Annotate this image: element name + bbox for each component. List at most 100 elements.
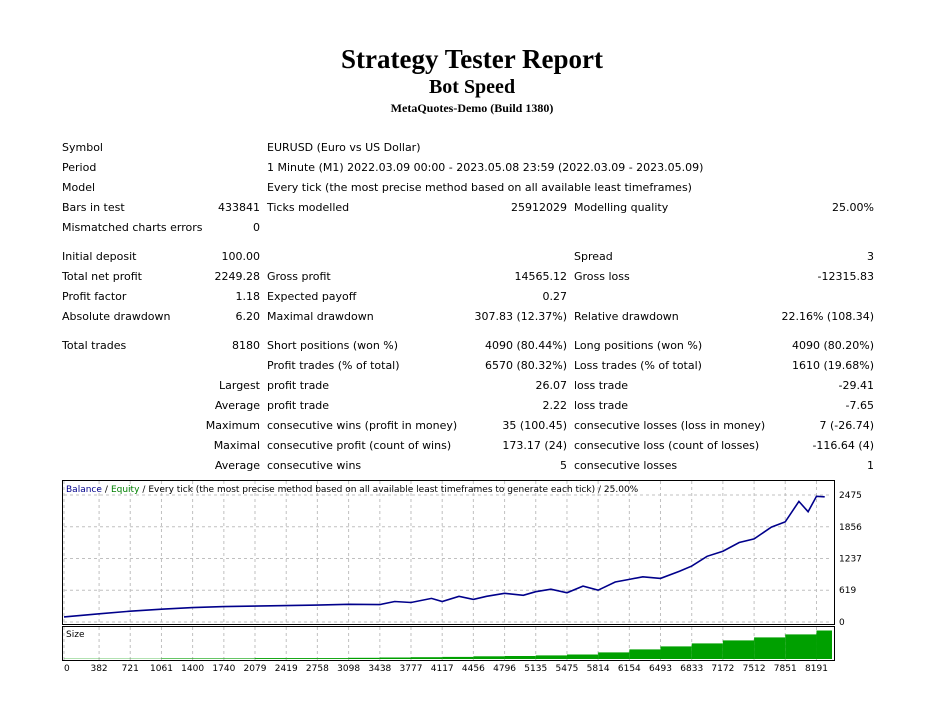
x-tick-label: 1061 — [150, 664, 173, 674]
x-tick-label: 4117 — [431, 664, 454, 674]
ticks-label: Ticks modelled — [267, 201, 350, 214]
x-tick-label: 3098 — [337, 664, 360, 674]
x-tick-label: 721 — [122, 664, 139, 674]
average-profit-label: profit trade — [267, 399, 330, 412]
y-tick-label: 1237 — [839, 555, 862, 565]
gross-loss-value: -12315.83 — [817, 270, 874, 283]
gross-profit-label: Gross profit — [267, 270, 331, 283]
maximal-label: Maximal — [213, 439, 260, 452]
size-bar — [223, 658, 255, 659]
x-tick-label: 5475 — [556, 664, 579, 674]
x-tick-label: 1740 — [212, 664, 235, 674]
balance-chart-frame — [62, 480, 835, 625]
spread-label: Spread — [574, 250, 613, 263]
x-tick-label: 5135 — [524, 664, 547, 674]
x-axis-ticks: 0 382 721 1061 1400 1740 2079 2419 2758 3098 3438 3… — [64, 664, 828, 674]
x-tick-label: 2758 — [306, 664, 329, 674]
average-profit-value: 2.22 — [542, 399, 568, 412]
balance-series-line — [63, 495, 825, 618]
model-value: Every tick (the most precise method base… — [267, 181, 692, 194]
maximal-cons-profit-label: consecutive profit (count of wins) — [267, 439, 452, 452]
size-bars — [64, 630, 832, 659]
size-bar — [442, 656, 474, 659]
short-positions-label: Short positions (won %) — [267, 339, 399, 352]
profit-trades-label: Profit trades (% of total) — [267, 359, 400, 372]
size-bar — [535, 655, 567, 659]
loss-trades-label: Loss trades (% of total) — [574, 359, 702, 372]
average-loss-value: -7.65 — [845, 399, 874, 412]
size-bar — [348, 657, 380, 659]
mismatch-label: Mismatched charts errors — [62, 221, 203, 234]
profit-trades-value: 6570 (80.32%) — [484, 359, 567, 372]
short-positions-value: 4090 (80.44%) — [484, 339, 567, 352]
total-trades-label: Total trades — [62, 339, 127, 352]
largest-label: Largest — [219, 379, 260, 392]
x-tick-label: 4796 — [493, 664, 516, 674]
abs-drawdown-label: Absolute drawdown — [62, 310, 171, 323]
quality-label: Modelling quality — [574, 201, 669, 214]
size-bar — [785, 634, 817, 659]
gross-loss-label: Gross loss — [574, 270, 630, 283]
balance-grid — [63, 481, 832, 624]
size-chart-frame — [62, 626, 835, 661]
max-cons-wins-value: 35 (100.45) — [502, 419, 567, 432]
average-label: Average — [214, 399, 260, 412]
spread-value: 3 — [867, 250, 874, 263]
x-tick-label: 2079 — [244, 664, 267, 674]
size-bar — [161, 658, 193, 659]
size-bar — [754, 637, 786, 659]
bars-label: Bars in test — [62, 201, 125, 214]
avg-cons-wins-value: 5 — [560, 459, 567, 472]
profit-factor-label: Profit factor — [62, 290, 127, 303]
max-drawdown-value: 307.83 (12.37%) — [474, 310, 567, 323]
size-bar — [660, 646, 692, 659]
size-chart-title: Size — [66, 630, 85, 640]
max-cons-wins-label: consecutive wins (profit in money) — [267, 419, 458, 432]
symbol-label: Symbol — [62, 141, 103, 154]
expected-payoff-label: Expected payoff — [267, 290, 357, 303]
balance-y-ticks: 2475 1856 1237 619 0 — [839, 491, 862, 628]
maximum-label: Maximum — [205, 419, 260, 432]
loss-trades-value: 1610 (19.68%) — [791, 359, 874, 372]
size-bar — [566, 654, 599, 659]
size-bar — [410, 657, 443, 659]
svg-text:Balance/Equity/ Every tick (th: Balance / Equity / Every tick (the most pre… — [66, 485, 639, 495]
net-profit-label: Total net profit — [62, 270, 142, 283]
maximal-cons-loss-value: -116.64 (4) — [812, 439, 874, 452]
report-title: Strategy Tester Report — [341, 44, 603, 74]
report-server: MetaQuotes-Demo (Build 1380) — [390, 101, 554, 115]
size-bar — [691, 643, 723, 659]
x-tick-label: 0 — [64, 664, 70, 674]
size-bar — [286, 658, 318, 659]
size-bar — [317, 658, 349, 659]
x-tick-label: 7512 — [743, 664, 766, 674]
largest-profit-value: 26.07 — [535, 379, 568, 392]
model-label: Model — [62, 181, 96, 194]
size-bar — [254, 658, 287, 659]
size-bar — [379, 657, 411, 659]
size-bar — [816, 630, 832, 659]
symbol-value: EURUSD (Euro vs US Dollar) — [267, 141, 421, 154]
size-grid — [63, 627, 817, 660]
x-tick-label: 2419 — [275, 664, 298, 674]
largest-loss-label: loss trade — [574, 379, 629, 392]
abs-drawdown-value: 6.20 — [235, 310, 261, 323]
total-trades-value: 8180 — [232, 339, 260, 352]
period-label: Period — [62, 161, 97, 174]
initial-deposit-value: 100.00 — [221, 250, 261, 263]
x-tick-label: 1400 — [181, 664, 204, 674]
size-bar — [598, 652, 630, 659]
mismatch-value: 0 — [253, 221, 260, 234]
average-loss-label: loss trade — [574, 399, 629, 412]
avg-cons-wins-label: consecutive wins — [267, 459, 362, 472]
rel-drawdown-label: Relative drawdown — [574, 310, 679, 323]
y-tick-label: 2475 — [839, 491, 862, 501]
largest-loss-value: -29.41 — [838, 379, 874, 392]
size-bar — [192, 658, 224, 659]
x-tick-label: 3438 — [368, 664, 391, 674]
long-positions-value: 4090 (80.20%) — [791, 339, 874, 352]
avg-cons-losses-value: 1 — [867, 459, 874, 472]
initial-deposit-label: Initial deposit — [62, 250, 137, 263]
legend-balance: Balance — [66, 485, 102, 495]
expected-payoff-value: 0.27 — [542, 290, 568, 303]
